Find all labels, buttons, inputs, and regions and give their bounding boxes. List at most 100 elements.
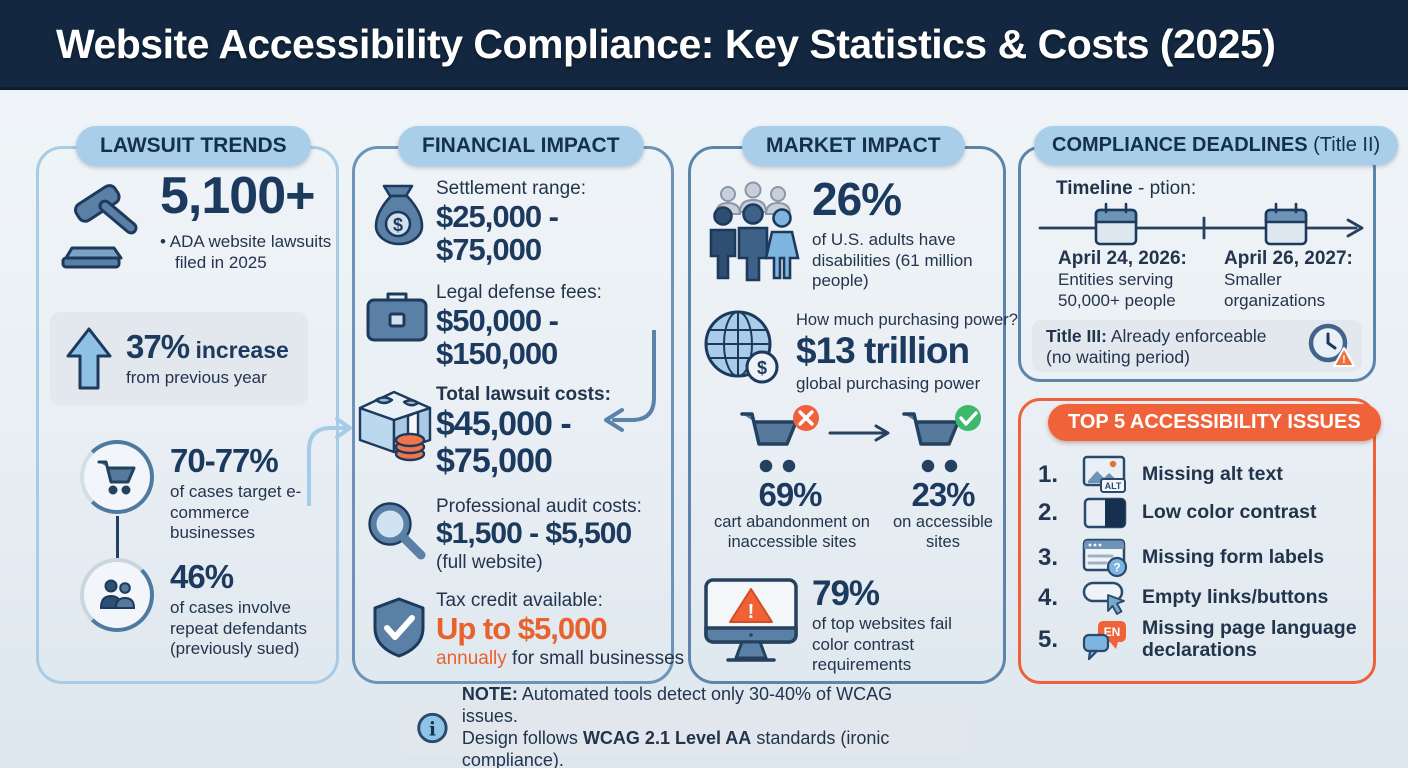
- issue-number: 1.: [1038, 461, 1059, 488]
- money-stack-icon: [358, 390, 432, 462]
- increase-desc: from previous year: [126, 368, 267, 387]
- purchasing-question: How much purchasing power?: [796, 311, 1018, 329]
- note-line2-bold: WCAG 2.1 Level AA: [582, 728, 752, 748]
- increase-label: increase: [189, 337, 289, 363]
- issue-row-5: 5. EN Missing page language declarations: [1038, 617, 1377, 662]
- tax-credit-note-rest: for small businesses: [506, 648, 685, 669]
- briefcase-icon: [366, 292, 428, 342]
- ecommerce-ring: [80, 440, 154, 514]
- total-costs-value: $45,000 - $75,000: [436, 405, 572, 480]
- note-line1: Automated tools detect only 30-40% of WC…: [461, 684, 893, 727]
- title3-box: [1032, 320, 1362, 372]
- repeat-defendants-ring: [80, 558, 154, 632]
- flow-arrow-right-icon: [307, 417, 352, 506]
- top-issues-panel: [1018, 398, 1376, 684]
- note-line2-pre: Design follows: [461, 728, 583, 748]
- issue-label: Empty links/buttons: [1142, 586, 1329, 609]
- language-declaration-icon: EN: [1082, 620, 1126, 660]
- shield-check-icon: [373, 597, 425, 658]
- issue-label: Low color contrast: [1142, 501, 1317, 524]
- total-costs-label: Total lawsuit costs:: [436, 384, 611, 405]
- lawsuit-trends-title: LAWSUIT TRENDS: [100, 134, 287, 157]
- tax-credit-value: Up to $5,000: [436, 611, 608, 646]
- deadline2-date: April 26, 2027:: [1224, 248, 1353, 269]
- gavel-icon: [61, 184, 138, 269]
- en-glyph: EN: [1104, 625, 1121, 639]
- question-glyph: ?: [1113, 561, 1120, 575]
- title3-text: Title III: Already enforceable (no waiti…: [1046, 326, 1296, 369]
- deadline1-desc: Entities serving 50,000+ people: [1058, 270, 1176, 310]
- contrast-fail-value: 79%: [812, 574, 880, 613]
- dollar-glyph: $: [757, 358, 767, 378]
- calendar-icon: [1264, 202, 1308, 246]
- lawsuit-count-desc: • ADA website lawsuits filed in 2025: [160, 232, 332, 272]
- note-line2-post: standards (ironic compliance).: [461, 728, 890, 768]
- header-bar: Website Accessibility Compliance: Key St…: [0, 0, 1408, 90]
- exclaim-glyph: !: [748, 601, 755, 623]
- up-arrow-icon: [66, 327, 112, 390]
- defense-value: $50,000 - $150,000: [436, 303, 559, 372]
- ecommerce-value: 70-77%: [170, 442, 279, 479]
- compliance-title-suffix: (Title II): [1307, 134, 1381, 156]
- issue-label: Missing form labels: [1142, 546, 1325, 569]
- calendar-icon: [1094, 202, 1138, 246]
- issue-row-4: 4. Empty links/buttons: [1038, 579, 1328, 617]
- repeat-defendants-desc: of cases involve repeat defendants (prev…: [170, 598, 308, 659]
- cart-transition-arrow-icon: [828, 424, 890, 442]
- image-alt-icon: ALT: [1082, 455, 1126, 493]
- top-issues-header: TOP 5 ACCESSIBILITY ISSUES: [1048, 404, 1381, 441]
- contrast-icon: [1083, 497, 1127, 529]
- flow-arrow-left-icon: [604, 330, 656, 432]
- increase-stat: 37% increase: [126, 330, 289, 363]
- cart-icon: [97, 460, 136, 495]
- increase-value: 37%: [126, 328, 190, 365]
- title3-rest: Already enforceable: [1106, 326, 1267, 346]
- circle-connector-line: [116, 516, 119, 558]
- repeat-defendants-value: 46%: [170, 558, 234, 595]
- magnifier-icon: [368, 502, 426, 560]
- market-impact-title: MARKET IMPACT: [766, 134, 941, 157]
- compliance-title: COMPLIANCE DEADLINES: [1052, 134, 1308, 156]
- accessible-value: 23%: [911, 476, 975, 513]
- timeline-label: Timeline - ption:: [1056, 178, 1196, 200]
- abandonment-desc: cart abandonment on inaccessible sites: [714, 513, 870, 552]
- compliance-header: COMPLIANCE DEADLINES (Title II): [1034, 126, 1399, 165]
- issue-number: 2.: [1038, 499, 1059, 526]
- issue-row-1: 1. ALT Missing alt text: [1038, 455, 1283, 495]
- note-text: NOTE: Automated tools detect only 30-40%…: [462, 684, 950, 768]
- issue-label: Missing page language declarations: [1142, 617, 1357, 661]
- settlement-label: Settlement range:: [436, 178, 586, 199]
- disability-desc: of U.S. adults have disabilities (61 mil…: [812, 230, 973, 291]
- purchasing-desc: global purchasing power: [796, 374, 981, 393]
- disability-percent: 26%: [812, 173, 902, 225]
- info-icon: i: [417, 712, 448, 744]
- tax-credit-label: Tax credit available:: [436, 590, 603, 611]
- alt-glyph: ALT: [1105, 481, 1122, 491]
- page-title: Website Accessibility Compliance: Key St…: [56, 21, 1276, 67]
- issue-row-3: 3. ? Missing form labels: [1038, 538, 1324, 578]
- issue-row-2: 2. Low color contrast: [1038, 497, 1316, 529]
- deadline2-desc: Smaller organizations: [1224, 270, 1326, 310]
- issue-label: Missing alt text: [1142, 463, 1283, 486]
- contrast-fail-desc: of top websites fail color contrast requ…: [812, 614, 952, 675]
- people-group-icon: [709, 181, 800, 282]
- form-labels-icon: ?: [1082, 538, 1128, 578]
- tax-credit-note: annually for small businesses: [436, 648, 684, 670]
- financial-impact-header: FINANCIAL IMPACT: [398, 126, 644, 166]
- market-impact-header: MARKET IMPACT: [742, 126, 965, 166]
- money-bag-icon: $: [374, 184, 424, 246]
- lawsuit-trends-header: LAWSUIT TRENDS: [76, 126, 311, 166]
- issue-number: 3.: [1038, 544, 1059, 571]
- info-glyph: i: [429, 719, 436, 740]
- lawsuit-count: 5,100+: [160, 167, 315, 225]
- note-box: i NOTE: Automated tools detect only 30-4…: [400, 684, 966, 768]
- title3-line2: (no waiting period): [1046, 347, 1190, 368]
- defense-label: Legal defense fees:: [436, 282, 602, 303]
- issue-number: 5.: [1038, 625, 1059, 653]
- settlement-value: $25,000 - $75,000: [436, 199, 559, 268]
- cart-inaccessible-icon: [740, 405, 819, 473]
- audit-note: (full website): [436, 552, 543, 573]
- exclaim-glyph: !: [1342, 354, 1346, 366]
- financial-impact-title: FINANCIAL IMPACT: [422, 134, 620, 157]
